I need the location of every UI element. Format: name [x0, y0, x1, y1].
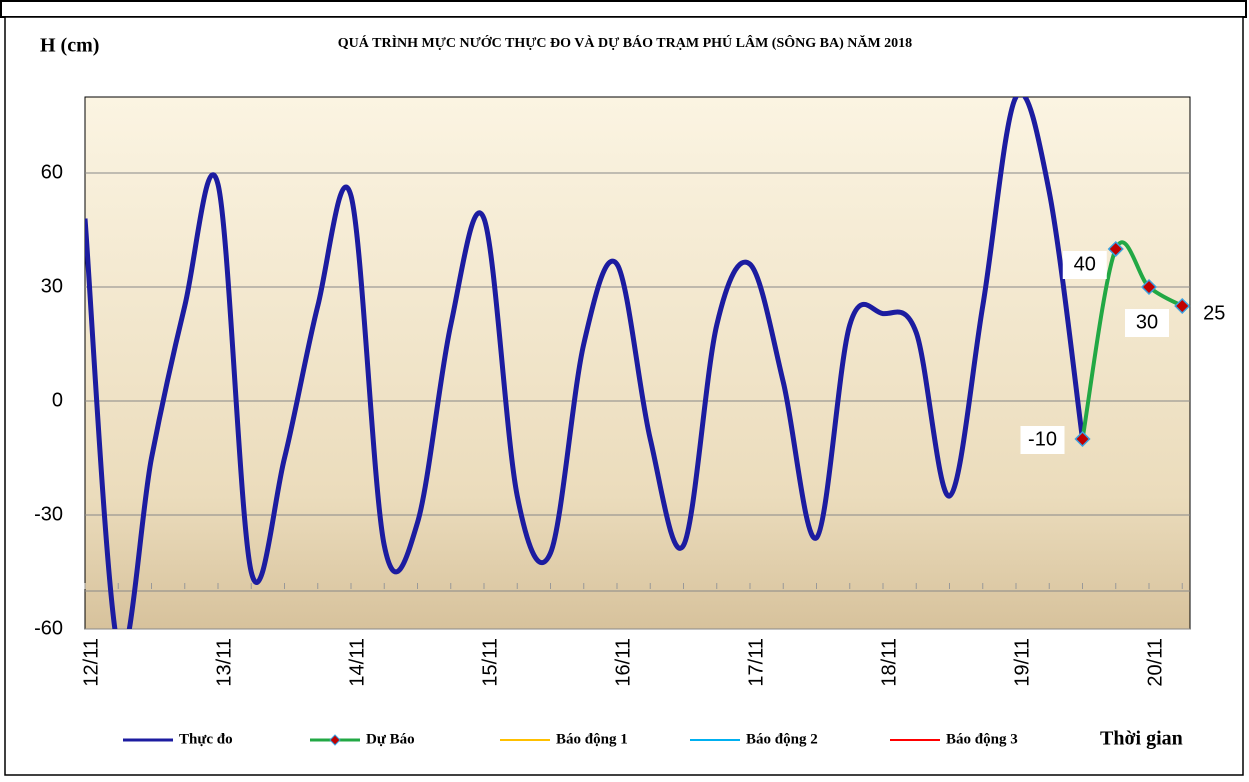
series-line [1080, 240, 1184, 440]
x-tick-label: 16/11 [612, 638, 634, 687]
x-tick-label: 14/11 [346, 638, 368, 687]
legend-label: Thực đo [179, 731, 233, 747]
x-tick-label: 20/11 [1144, 638, 1166, 687]
y-tick-label: -30 [34, 503, 63, 525]
x-tick-label: 18/11 [878, 638, 900, 687]
y-axis-label: H (cm) [40, 35, 99, 57]
y-tick-label: -60 [34, 617, 63, 639]
data-label-box [1020, 426, 1065, 454]
series-line [85, 97, 1085, 629]
plot-layer [85, 97, 1184, 629]
data-label: 30 [1136, 311, 1158, 333]
top-strip [0, 0, 1247, 18]
forecast-marker [1174, 297, 1191, 315]
data-label: -10 [1028, 428, 1057, 450]
legend-label: Báo động 3 [946, 731, 1018, 747]
x-tick-label: 17/11 [745, 638, 767, 687]
data-label: 40 [1074, 253, 1096, 275]
x-tick-label: 13/11 [213, 638, 235, 687]
x-tick-label: 12/11 [80, 638, 102, 687]
forecast-marker [1074, 430, 1091, 448]
x-axis-label: Thời gian [1100, 728, 1183, 750]
forecast-marker [1107, 240, 1124, 258]
chart-title: QUÁ TRÌNH MỰC NƯỚC THỰC ĐO VÀ DỰ BÁO TRẠ… [338, 34, 912, 51]
y-tick-label: 30 [41, 275, 63, 297]
legend-label: Dự Báo [366, 731, 415, 747]
x-tick-label: 19/11 [1011, 638, 1033, 687]
legend-label: Báo động 2 [746, 731, 818, 747]
y-tick-label: 0 [52, 389, 63, 411]
x-tick-label: 15/11 [479, 638, 501, 687]
data-label-box [1192, 300, 1237, 328]
forecast-marker [1140, 278, 1158, 296]
data-label-box [1125, 309, 1169, 337]
legend-label: Báo động 1 [556, 731, 628, 747]
legend-marker [329, 734, 341, 746]
data-label: 25 [1203, 302, 1225, 324]
data-label-box [1062, 251, 1107, 279]
y-tick-label: 60 [41, 161, 63, 183]
